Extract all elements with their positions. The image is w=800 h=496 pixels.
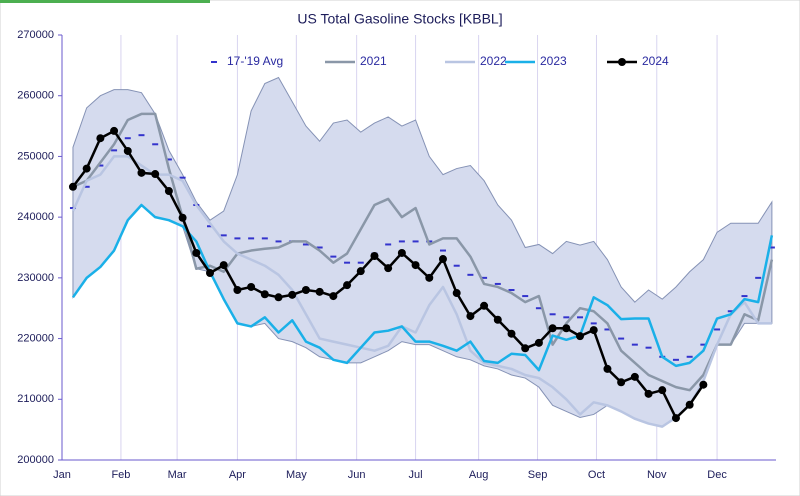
- x-tick-label: Jul: [409, 469, 423, 481]
- point: [68, 182, 77, 191]
- legend-label: 2023: [540, 54, 567, 68]
- x-tick-label: Dec: [707, 469, 727, 481]
- point: [301, 286, 310, 294]
- y-tick-label: 260000: [17, 90, 54, 102]
- point: [315, 287, 324, 296]
- x-tick-label: Jan: [53, 469, 71, 481]
- point: [617, 378, 626, 387]
- point: [576, 332, 585, 341]
- y-tick-label: 200000: [17, 454, 54, 466]
- point: [247, 282, 256, 291]
- x-tick-label: May: [286, 469, 307, 481]
- point: [562, 324, 571, 333]
- point: [699, 380, 708, 389]
- x-tick-label: Apr: [229, 469, 246, 481]
- y-tick-label: 250000: [17, 150, 54, 162]
- point: [534, 338, 543, 347]
- legend-label: 2022: [480, 54, 507, 68]
- point: [425, 273, 434, 282]
- chart-title: US Total Gasoline Stocks [KBBL]: [297, 11, 502, 27]
- point: [507, 329, 516, 338]
- point: [493, 315, 502, 324]
- point: [466, 312, 475, 321]
- point: [356, 267, 365, 276]
- point: [164, 187, 173, 196]
- point: [206, 269, 215, 277]
- point: [233, 286, 242, 294]
- point: [589, 326, 598, 335]
- legend-marker: [618, 58, 626, 66]
- x-tick-label: Mar: [168, 469, 187, 481]
- point: [644, 389, 653, 398]
- point: [630, 372, 639, 381]
- point: [151, 170, 160, 179]
- point: [521, 344, 530, 353]
- point: [274, 293, 283, 302]
- point: [260, 290, 269, 299]
- y-tick-label: 220000: [17, 332, 54, 344]
- x-tick-label: Sep: [528, 469, 548, 481]
- x-tick-label: Oct: [588, 469, 605, 481]
- point: [192, 248, 201, 257]
- point: [123, 146, 132, 155]
- legend-label: 2021: [360, 54, 387, 68]
- x-tick-label: Jun: [348, 469, 366, 481]
- y-tick-label: 270000: [17, 29, 54, 41]
- point: [329, 292, 338, 301]
- series-line: [72, 112, 774, 392]
- point: [480, 301, 489, 310]
- point: [82, 164, 91, 173]
- point: [438, 255, 447, 264]
- point: [658, 386, 667, 395]
- point: [288, 290, 297, 299]
- window-strip: [0, 0, 210, 3]
- x-tick-label: Aug: [469, 469, 489, 481]
- point: [370, 252, 379, 260]
- point: [411, 261, 420, 270]
- series-line: [71, 155, 772, 428]
- x-tick-label: Feb: [111, 469, 130, 481]
- y-tick-label: 240000: [17, 211, 54, 223]
- point: [671, 414, 680, 423]
- point: [110, 126, 119, 135]
- y-tick-label: 210000: [17, 393, 54, 405]
- point: [685, 400, 694, 409]
- point: [397, 248, 406, 257]
- point: [548, 324, 557, 333]
- point: [452, 289, 461, 298]
- point: [384, 264, 393, 273]
- point: [603, 364, 612, 373]
- point: [178, 213, 187, 222]
- legend-label: 17-'19 Avg: [227, 54, 283, 68]
- y-tick-label: 230000: [17, 272, 54, 284]
- legend-label: 2024: [642, 54, 669, 68]
- point: [137, 168, 146, 177]
- x-tick-label: Nov: [647, 469, 667, 481]
- point: [219, 261, 228, 270]
- point: [343, 281, 352, 290]
- point: [96, 134, 105, 143]
